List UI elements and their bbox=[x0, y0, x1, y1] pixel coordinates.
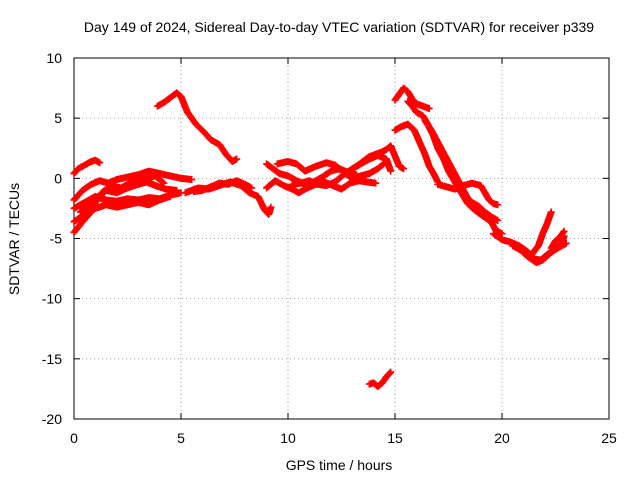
data-series-s1 bbox=[70, 156, 104, 178]
data-point-markers bbox=[391, 120, 442, 186]
y-axis-label: SDTVAR / TECUs bbox=[6, 183, 22, 295]
y-tick-label: -10 bbox=[42, 291, 62, 307]
y-tick-label: -15 bbox=[42, 351, 62, 367]
data-series-s15 bbox=[365, 368, 395, 391]
data-point-markers bbox=[547, 227, 568, 252]
y-tick-label: 0 bbox=[54, 170, 62, 186]
x-tick-label: 15 bbox=[387, 430, 403, 446]
data-series-s14 bbox=[352, 142, 408, 173]
data-series-s24 bbox=[528, 208, 555, 258]
y-tick-label: 10 bbox=[46, 50, 62, 66]
data-point-markers bbox=[434, 179, 502, 209]
data-series-s23 bbox=[509, 232, 568, 267]
data-point-markers bbox=[365, 368, 395, 391]
y-tick-label: -5 bbox=[50, 231, 63, 247]
data-series-s7 bbox=[153, 89, 241, 165]
data-point-markers bbox=[352, 142, 408, 173]
data-series-s17 bbox=[391, 120, 442, 186]
grid-lines bbox=[74, 58, 609, 419]
data-series-s6 bbox=[76, 178, 181, 216]
data-points bbox=[70, 84, 570, 391]
tick-marks bbox=[73, 57, 610, 420]
data-point-markers bbox=[181, 178, 275, 218]
y-tick-label: -20 bbox=[42, 411, 62, 427]
data-point-markers bbox=[391, 84, 433, 113]
data-point-markers bbox=[509, 232, 568, 267]
data-series-s9 bbox=[181, 178, 275, 218]
data-point-markers bbox=[273, 157, 390, 182]
data-series-s16 bbox=[391, 84, 433, 113]
y-tick-label: 5 bbox=[54, 110, 62, 126]
x-tick-label: 25 bbox=[601, 430, 617, 446]
data-series-s12 bbox=[273, 157, 390, 182]
x-axis-label: GPS time / hours bbox=[286, 457, 393, 473]
data-point-markers bbox=[76, 178, 181, 216]
x-tick-label: 10 bbox=[280, 430, 296, 446]
data-series-s20 bbox=[434, 179, 502, 209]
data-point-markers bbox=[70, 156, 104, 178]
data-series-s25 bbox=[547, 227, 568, 252]
data-point-markers bbox=[153, 89, 241, 165]
x-tick-label: 20 bbox=[494, 430, 510, 446]
chart-title: Day 149 of 2024, Sidereal Day-to-day VTE… bbox=[84, 19, 594, 35]
x-tick-label: 0 bbox=[70, 430, 78, 446]
y-tick-labels: -20 -15 -10 -5 0 5 10 bbox=[42, 50, 62, 427]
data-point-markers bbox=[528, 208, 555, 258]
x-tick-label: 5 bbox=[177, 430, 185, 446]
x-tick-labels: 0 5 10 15 20 25 bbox=[70, 430, 617, 446]
data-point-markers bbox=[455, 186, 502, 224]
data-series-s21 bbox=[455, 186, 502, 224]
